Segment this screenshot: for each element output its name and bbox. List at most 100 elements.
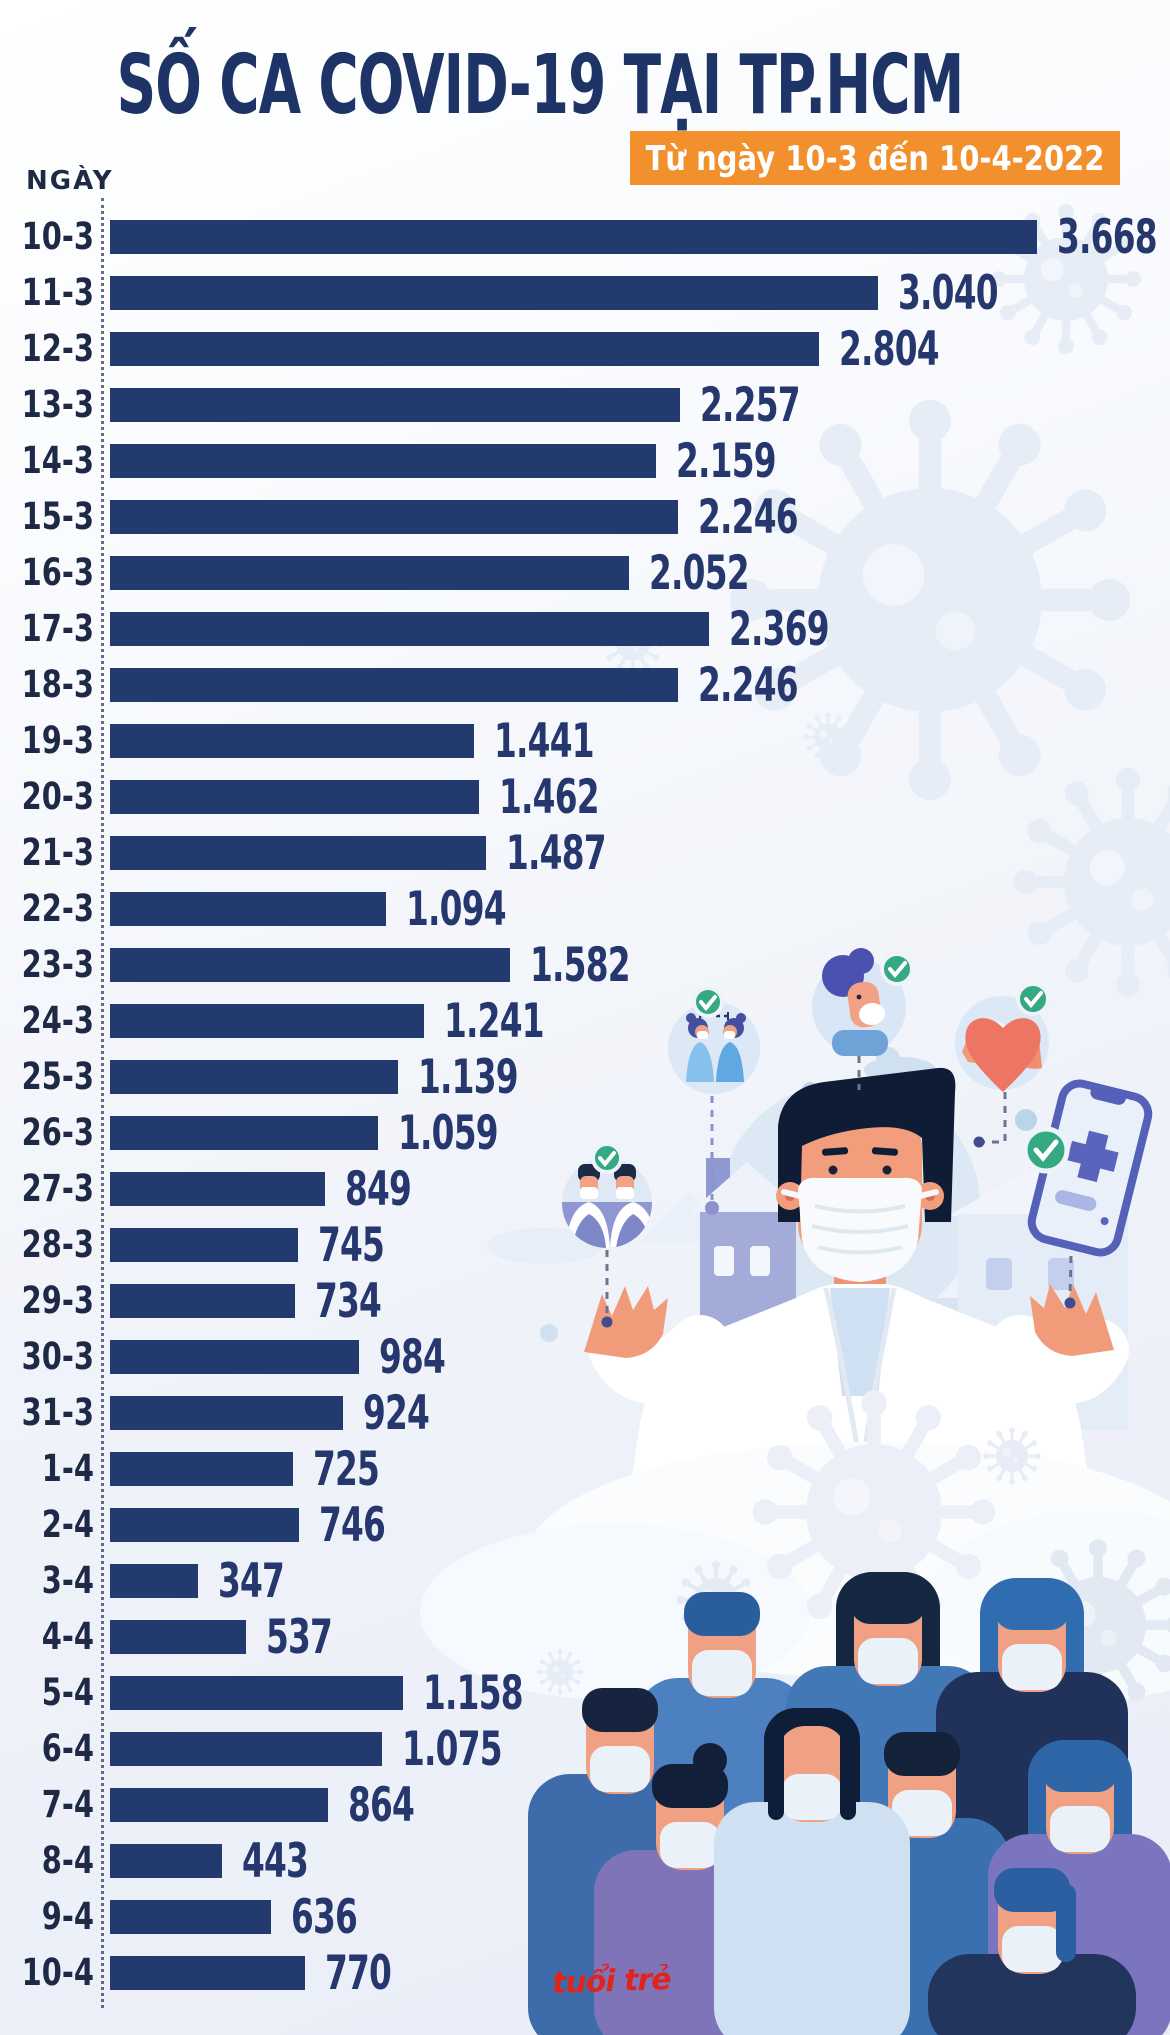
- bar: [110, 1228, 298, 1262]
- category-label: 14-3: [21, 439, 94, 483]
- crowd-person: [928, 1868, 1136, 2035]
- virus-icon: [1013, 767, 1170, 997]
- bar: [110, 1004, 424, 1038]
- value-label: 984: [379, 1329, 446, 1385]
- bar: [110, 276, 878, 310]
- value-label: 849: [345, 1161, 412, 1217]
- source-logo: tuổi trẻ: [551, 1961, 672, 2002]
- category-label: 22-3: [21, 887, 94, 931]
- category-label: 3-4: [41, 1559, 94, 1603]
- category-label: 29-3: [21, 1279, 94, 1323]
- value-label: 770: [325, 1945, 392, 2001]
- bar: [110, 612, 709, 646]
- bar: [110, 1676, 403, 1710]
- value-label: 2.369: [729, 601, 830, 657]
- bar: [110, 1788, 328, 1822]
- bar: [110, 1172, 325, 1206]
- value-label: 3.668: [1057, 209, 1158, 265]
- value-label: 734: [315, 1273, 382, 1329]
- bar: [110, 556, 629, 590]
- value-label: 746: [319, 1497, 386, 1553]
- bar: [110, 1060, 398, 1094]
- heart-icon: [965, 1018, 1041, 1092]
- bar: [110, 500, 678, 534]
- category-label: 9-4: [41, 1895, 94, 1939]
- category-label: 25-3: [21, 1055, 94, 1099]
- value-label: 1.441: [494, 713, 595, 769]
- category-label: 28-3: [21, 1223, 94, 1267]
- value-label: 2.159: [676, 433, 777, 489]
- value-label: 1.059: [398, 1105, 499, 1161]
- crowd-person: [714, 1708, 910, 2035]
- bar: [110, 1844, 222, 1878]
- category-label: 16-3: [21, 551, 94, 595]
- value-label: 1.241: [444, 993, 545, 1049]
- page-title: SỐ CA COVID-19 TẠI TP.HCM: [116, 38, 965, 134]
- category-label: 23-3: [21, 943, 94, 987]
- bar: [110, 444, 656, 478]
- bar: [110, 668, 678, 702]
- period-banner: Từ ngày 10-3 đến 10-4-2022: [630, 131, 1120, 185]
- heart-hands-badge: [955, 982, 1050, 1092]
- y-axis-line: [101, 198, 104, 2008]
- category-label: 26-3: [21, 1111, 94, 1155]
- virus-icon: [983, 1427, 1041, 1485]
- category-label: 30-3: [21, 1335, 94, 1379]
- value-label: 3.040: [898, 265, 999, 321]
- value-label: 1.158: [423, 1665, 524, 1721]
- category-label: 24-3: [21, 999, 94, 1043]
- value-label: 864: [348, 1777, 415, 1833]
- bar: [110, 1396, 343, 1430]
- virus-icon: [537, 1649, 583, 1695]
- check-icon: [692, 986, 724, 1018]
- social-distancing-badge: [668, 986, 760, 1094]
- value-label: 2.052: [649, 545, 750, 601]
- check-icon: [880, 952, 914, 986]
- y-axis-label: NGÀY: [26, 166, 114, 196]
- bar: [110, 1508, 299, 1542]
- bar: [110, 1116, 378, 1150]
- bar: [110, 836, 486, 870]
- category-label: 27-3: [21, 1167, 94, 1211]
- category-label: 18-3: [21, 663, 94, 707]
- category-label: 2-4: [41, 1503, 94, 1547]
- category-label: 17-3: [21, 607, 94, 651]
- category-label: 8-4: [41, 1839, 94, 1883]
- virus-icon: [729, 399, 1131, 801]
- bar: [110, 1620, 246, 1654]
- category-label: 4-4: [41, 1615, 94, 1659]
- doctor-hair: [778, 1067, 956, 1222]
- value-label: 2.257: [700, 377, 801, 433]
- category-label: 11-3: [21, 271, 94, 315]
- value-label: 1.075: [402, 1721, 503, 1777]
- doctor-left-hand: [584, 1286, 668, 1358]
- bar: [110, 1564, 198, 1598]
- value-label: 537: [266, 1609, 333, 1665]
- bar: [110, 948, 510, 982]
- category-label: 21-3: [21, 831, 94, 875]
- value-label: 1.462: [499, 769, 600, 825]
- category-label: 1-4: [41, 1447, 94, 1491]
- value-label: 2.246: [698, 489, 799, 545]
- value-label: 636: [291, 1889, 358, 1945]
- value-label: 443: [242, 1833, 309, 1889]
- bar: [110, 388, 680, 422]
- bar: [110, 332, 819, 366]
- check-icon: [591, 1142, 623, 1174]
- value-label: 1.487: [506, 825, 607, 881]
- period-banner-label: Từ ngày 10-3 đến 10-4-2022: [645, 137, 1105, 179]
- virus-icon: [752, 1390, 996, 1634]
- bar: [110, 1340, 359, 1374]
- face-mask-icon: [798, 1177, 922, 1282]
- virus-icon: [990, 203, 1142, 355]
- bar: [110, 1284, 295, 1318]
- value-label: 725: [313, 1441, 380, 1497]
- bar: [110, 1956, 305, 1990]
- check-icon: [1022, 1126, 1070, 1174]
- category-label: 20-3: [21, 775, 94, 819]
- bar: [110, 1732, 382, 1766]
- value-label: 745: [318, 1217, 385, 1273]
- category-label: 19-3: [21, 719, 94, 763]
- bar: [110, 1900, 271, 1934]
